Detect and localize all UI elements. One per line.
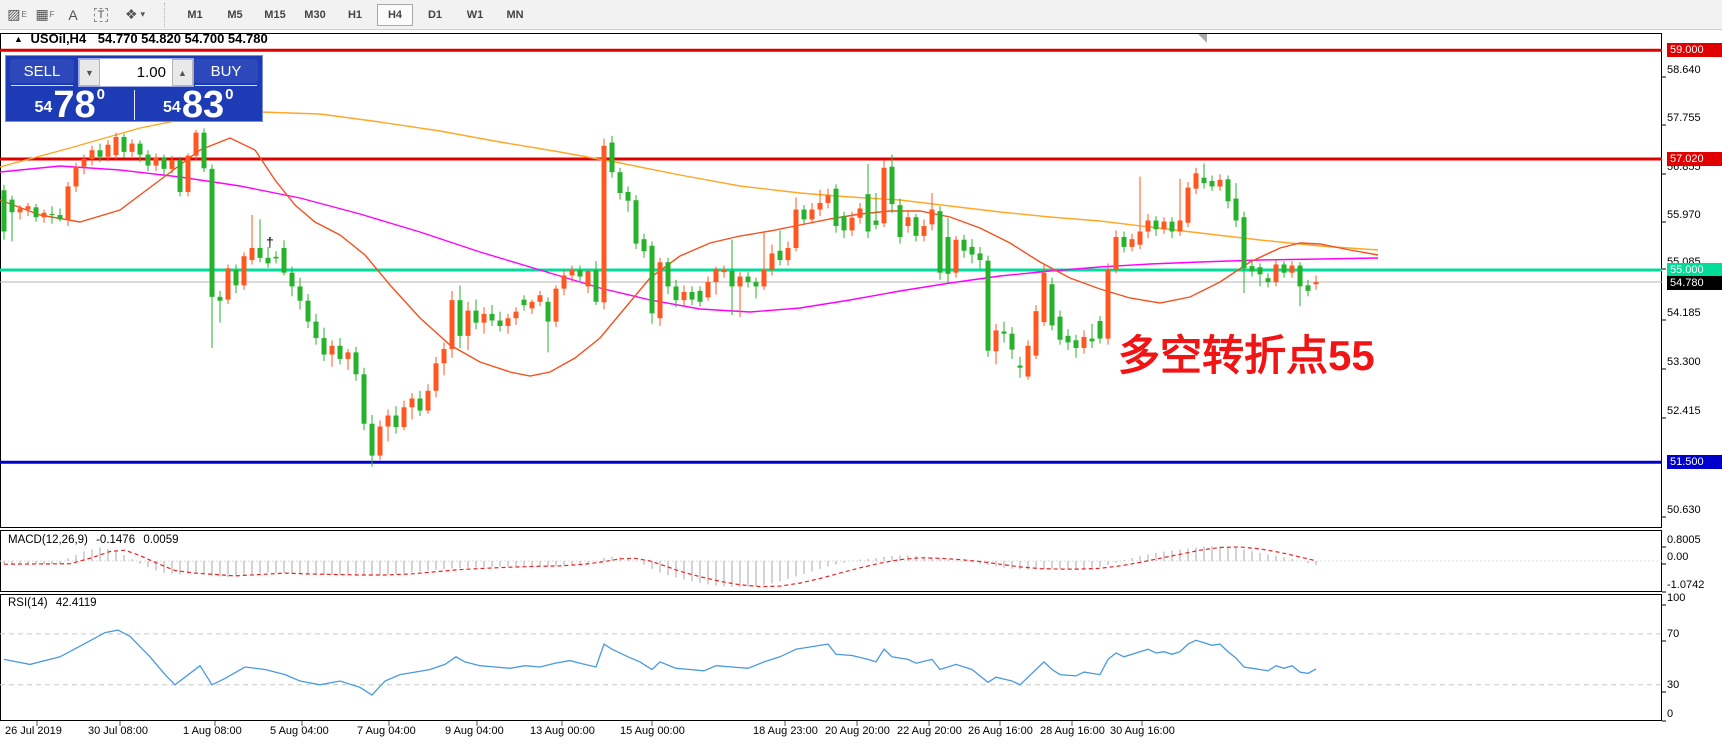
time-axis-label: 7 Aug 04:00 — [357, 725, 416, 737]
macd-signal-value: 0.0059 — [143, 534, 179, 546]
chart-annotation: † — [266, 234, 274, 250]
rsi-label: RSI(14) 42.4119 — [8, 597, 97, 609]
timeframe-button-M30[interactable]: M30 — [304, 8, 326, 21]
time-axis-label: 5 Aug 04:00 — [270, 725, 329, 737]
volume-control: ▼ ▲ — [78, 58, 194, 87]
price-badge-54.780: 54.780 — [1667, 276, 1722, 290]
rsi-scale-label: 100 — [1667, 592, 1686, 604]
price-scale-label: 58.640 — [1667, 64, 1701, 76]
time-axis-label: 9 Aug 04:00 — [445, 725, 504, 737]
timeframe-button-M15[interactable]: M15 — [264, 8, 286, 21]
time-axis-label: 20 Aug 20:00 — [825, 725, 890, 737]
timeframe-button-MN[interactable]: MN — [506, 8, 524, 21]
toolbar: ▨ E ▦ F A T ❖ ▾ M1 M5 M15 M30 H1 H4 D1 W1 MN — [0, 0, 1722, 30]
time-axis-label: 30 Jul 08:00 — [88, 725, 148, 737]
text-a-icon[interactable]: A — [68, 6, 78, 23]
chart-shift-icon[interactable] — [1198, 34, 1207, 43]
collapse-triangle-icon[interactable]: ▲ — [14, 34, 23, 44]
time-axis-label: 18 Aug 23:00 — [753, 725, 818, 737]
price-scale-label: 53.300 — [1667, 356, 1701, 368]
macd-label: MACD(12,26,9) -0.1476 0.0059 — [8, 534, 179, 546]
price-badge-55.000: 55.000 — [1667, 263, 1722, 277]
macd-scale-label: 0.8005 — [1667, 534, 1701, 546]
trade-panel-prices: 54 78 0 54 83 0 — [6, 84, 262, 126]
timeframe-button-H4[interactable]: H4 — [377, 3, 413, 26]
time-axis-label: 28 Aug 16:00 — [1040, 725, 1105, 737]
hatch-lines-icon[interactable]: ▨ E — [7, 6, 27, 22]
rsi-value: 42.4119 — [55, 597, 97, 609]
price-badge-51.500: 51.500 — [1667, 455, 1722, 469]
buy-button[interactable]: BUY — [194, 59, 258, 83]
rsi-scale-label: 0 — [1667, 708, 1674, 720]
rsi-scale-label: 30 — [1667, 679, 1680, 691]
price-scale-label: 54.185 — [1667, 307, 1701, 319]
volume-input[interactable] — [100, 59, 172, 86]
toolbar-separator — [164, 2, 171, 27]
timeframe-button-W1[interactable]: W1 — [466, 8, 484, 21]
time-axis-label: 15 Aug 00:00 — [620, 725, 685, 737]
symbol-period-label: USOil,H4 — [30, 31, 87, 46]
timeframe-button-D1[interactable]: D1 — [427, 8, 443, 21]
time-axis-label: 30 Aug 16:00 — [1110, 725, 1175, 737]
sell-underline — [11, 85, 73, 86]
sell-price[interactable]: 54 78 0 — [34, 84, 105, 126]
time-axis-label: 26 Aug 16:00 — [968, 725, 1033, 737]
price-scale-label: 55.970 — [1667, 209, 1701, 221]
time-axis-label: 26 Jul 2019 — [5, 725, 62, 737]
time-axis-label: 1 Aug 08:00 — [183, 725, 242, 737]
buy-underline — [195, 85, 257, 86]
arrow-style-icon[interactable]: ❖ ▾ — [124, 6, 146, 22]
price-scale-label: 57.755 — [1667, 112, 1701, 124]
macd-scale-label: 0.00 — [1667, 551, 1689, 563]
price-scale-label: 52.415 — [1667, 405, 1701, 417]
macd-value: -0.1476 — [96, 534, 136, 546]
time-axis-label: 13 Aug 00:00 — [530, 725, 595, 737]
timeframe-button-M1[interactable]: M1 — [187, 8, 203, 21]
price-scale-label: 50.630 — [1667, 504, 1701, 516]
sell-button[interactable]: SELL — [10, 59, 74, 83]
grid-icon[interactable]: ▦ F — [35, 6, 55, 22]
timeframe-button-H1[interactable]: H1 — [347, 8, 363, 21]
trade-panel-top-row: SELL ▼ ▲ BUY — [6, 56, 262, 88]
time-axis-label: 22 Aug 20:00 — [897, 725, 962, 737]
one-click-trade-panel: SELL ▼ ▲ BUY 54 78 0 54 83 0 — [5, 55, 263, 126]
price-badge-59.000: 59.000 — [1667, 43, 1722, 57]
rsi-scale-label: 70 — [1667, 628, 1680, 640]
timeframe-button-M5[interactable]: M5 — [227, 8, 243, 21]
chart-annotation: 多空转折点55 — [1118, 332, 1375, 379]
chart-title: ▲ USOil,H4 54.770 54.820 54.700 54.780 — [14, 31, 268, 46]
textbox-icon[interactable]: T — [88, 4, 114, 26]
volume-decrease-button[interactable]: ▼ — [79, 59, 100, 86]
price-badge-57.020: 57.020 — [1667, 152, 1722, 166]
price-divider — [133, 90, 135, 120]
ohlc-quotes-label: 54.770 54.820 54.700 54.780 — [97, 31, 268, 46]
macd-scale-label: -1.0742 — [1667, 579, 1705, 591]
buy-price[interactable]: 54 83 0 — [163, 84, 234, 126]
volume-increase-button[interactable]: ▲ — [172, 59, 193, 86]
